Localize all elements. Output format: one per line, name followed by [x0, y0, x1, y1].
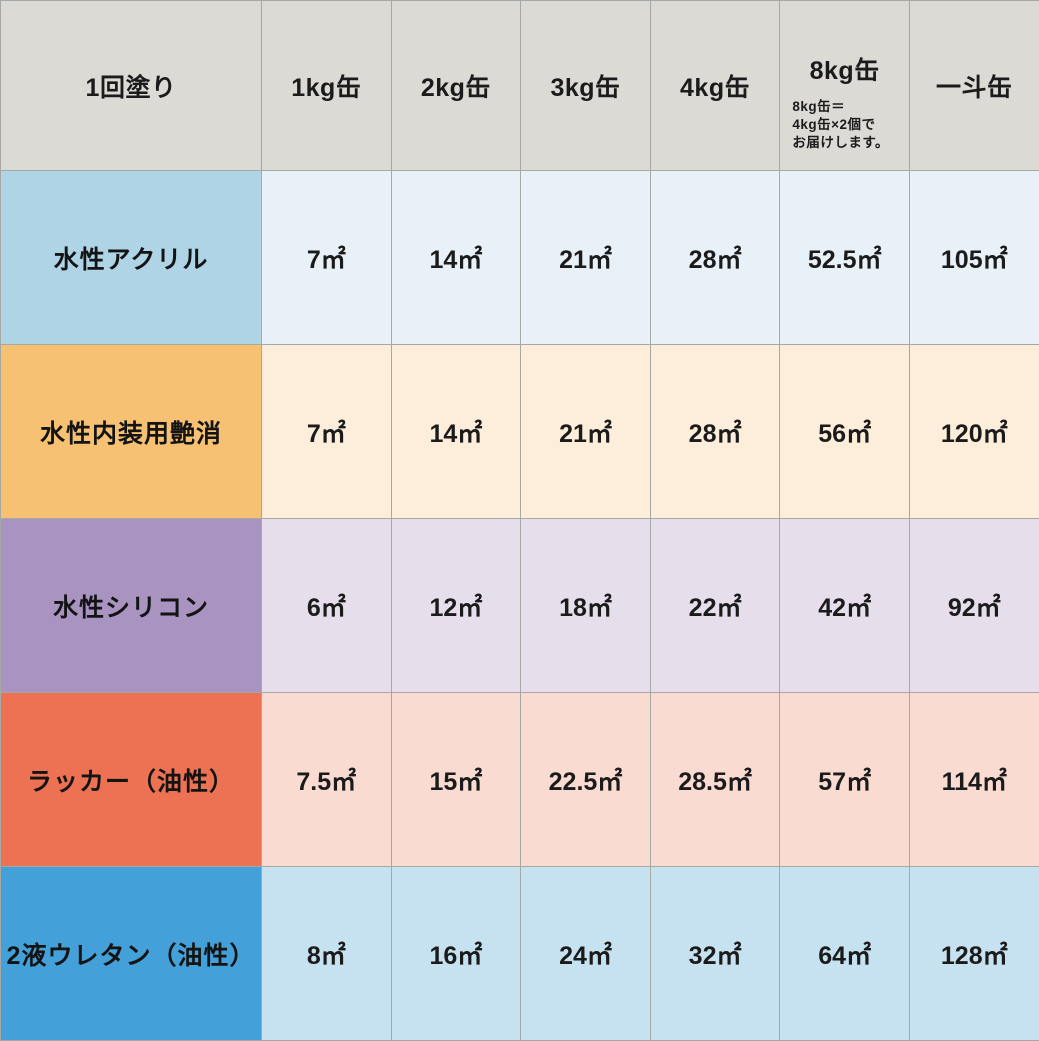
header-cell-3kg: 3kg缶 [521, 1, 651, 171]
cell-value: 28㎡ [689, 240, 742, 276]
cell-value: 28㎡ [689, 414, 742, 450]
cell-naisou-8kg: 56㎡ [780, 345, 910, 519]
row-label-lacquer: ラッカー（油性） [1, 693, 262, 867]
cell-value: 14㎡ [429, 240, 482, 276]
cell-value: 7㎡ [307, 414, 346, 450]
cell-value: 16㎡ [429, 936, 482, 972]
cell-value: 92㎡ [948, 588, 1001, 624]
table-row: 水性内装用艶消 7㎡ 14㎡ 21㎡ 28㎡ 56㎡ 120㎡ [1, 345, 1039, 519]
cell-value: 57㎡ [818, 762, 871, 798]
row-label-acryl: 水性アクリル [1, 171, 262, 345]
header-8kg-note-line1: 8kg缶＝ [792, 98, 889, 116]
cell-value: 7㎡ [307, 240, 346, 276]
cell-value: 28.5㎡ [678, 762, 752, 798]
header-cell-2kg: 2kg缶 [391, 1, 521, 171]
cell-silicon-2kg: 12㎡ [391, 519, 521, 693]
cell-acryl-4kg: 28㎡ [650, 171, 780, 345]
cell-acryl-8kg: 52.5㎡ [780, 171, 910, 345]
cell-lacquer-2kg: 15㎡ [391, 693, 521, 867]
table-header: 1回塗り 1kg缶 2kg缶 3kg缶 4kg缶 8kg缶 8kg缶＝ 4kg缶… [1, 1, 1039, 171]
cell-silicon-3kg: 18㎡ [521, 519, 651, 693]
cell-value: 6㎡ [307, 588, 346, 624]
cell-urethane-4kg: 32㎡ [650, 867, 780, 1041]
cell-urethane-itto: 128㎡ [909, 867, 1039, 1041]
header-8kg-title: 8kg缶 [810, 59, 880, 84]
cell-value: 52.5㎡ [808, 240, 882, 276]
header-row: 1回塗り 1kg缶 2kg缶 3kg缶 4kg缶 8kg缶 8kg缶＝ 4kg缶… [1, 1, 1039, 171]
table-row: ラッカー（油性） 7.5㎡ 15㎡ 22.5㎡ 28.5㎡ 57㎡ 114㎡ [1, 693, 1039, 867]
table-row: 水性シリコン 6㎡ 12㎡ 18㎡ 22㎡ 42㎡ 92㎡ [1, 519, 1039, 693]
header-8kg-stack: 8kg缶 8kg缶＝ 4kg缶×2個で お届けします。 [780, 1, 909, 170]
cell-silicon-itto: 92㎡ [909, 519, 1039, 693]
cell-value: 24㎡ [559, 936, 612, 972]
cell-value: 64㎡ [818, 936, 871, 972]
cell-acryl-itto: 105㎡ [909, 171, 1039, 345]
header-cell-4kg: 4kg缶 [650, 1, 780, 171]
cell-naisou-4kg: 28㎡ [650, 345, 780, 519]
cell-naisou-1kg: 7㎡ [262, 345, 392, 519]
cell-acryl-2kg: 14㎡ [391, 171, 521, 345]
cell-lacquer-3kg: 22.5㎡ [521, 693, 651, 867]
cell-value: 32㎡ [689, 936, 742, 972]
cell-silicon-8kg: 42㎡ [780, 519, 910, 693]
cell-value: 21㎡ [559, 240, 612, 276]
cell-urethane-2kg: 16㎡ [391, 867, 521, 1041]
cell-urethane-8kg: 64㎡ [780, 867, 910, 1041]
cell-value: 42㎡ [818, 588, 871, 624]
table-row: 2液ウレタン（油性） 8㎡ 16㎡ 24㎡ 32㎡ 64㎡ 128㎡ [1, 867, 1039, 1041]
cell-acryl-3kg: 21㎡ [521, 171, 651, 345]
header-8kg-note-line2: 4kg缶×2個で [792, 116, 889, 134]
cell-value: 21㎡ [559, 414, 612, 450]
header-cell-itto: 一斗缶 [909, 1, 1039, 171]
cell-value: 128㎡ [941, 936, 1008, 972]
cell-value: 12㎡ [429, 588, 482, 624]
cell-value: 14㎡ [429, 414, 482, 450]
header-8kg-note: 8kg缶＝ 4kg缶×2個で お届けします。 [780, 98, 889, 153]
cell-silicon-4kg: 22㎡ [650, 519, 780, 693]
table-body: 水性アクリル 7㎡ 14㎡ 21㎡ 28㎡ 52.5㎡ 105㎡ 水性内装用艶消… [1, 171, 1039, 1041]
cell-naisou-itto: 120㎡ [909, 345, 1039, 519]
cell-value: 7.5㎡ [296, 762, 356, 798]
row-label-urethane: 2液ウレタン（油性） [1, 867, 262, 1041]
cell-silicon-1kg: 6㎡ [262, 519, 392, 693]
cell-lacquer-itto: 114㎡ [909, 693, 1039, 867]
cell-value: 18㎡ [559, 588, 612, 624]
header-cell-1kg: 1kg缶 [262, 1, 392, 171]
cell-acryl-1kg: 7㎡ [262, 171, 392, 345]
header-cell-coats: 1回塗り [1, 1, 262, 171]
table-row: 水性アクリル 7㎡ 14㎡ 21㎡ 28㎡ 52.5㎡ 105㎡ [1, 171, 1039, 345]
cell-value: 105㎡ [941, 240, 1008, 276]
cell-value: 8㎡ [307, 936, 346, 972]
row-label-silicon: 水性シリコン [1, 519, 262, 693]
row-label-naisou: 水性内装用艶消 [1, 345, 262, 519]
header-cell-8kg: 8kg缶 8kg缶＝ 4kg缶×2個で お届けします。 [780, 1, 910, 171]
cell-value: 114㎡ [942, 762, 1007, 798]
cell-urethane-1kg: 8㎡ [262, 867, 392, 1041]
cell-naisou-2kg: 14㎡ [391, 345, 521, 519]
cell-lacquer-1kg: 7.5㎡ [262, 693, 392, 867]
cell-value: 56㎡ [818, 414, 871, 450]
cell-value: 22.5㎡ [549, 762, 623, 798]
cell-value: 120㎡ [941, 414, 1008, 450]
cell-value: 22㎡ [689, 588, 742, 624]
cell-naisou-3kg: 21㎡ [521, 345, 651, 519]
cell-lacquer-8kg: 57㎡ [780, 693, 910, 867]
header-8kg-note-line3: お届けします。 [792, 134, 889, 152]
cell-lacquer-4kg: 28.5㎡ [650, 693, 780, 867]
cell-urethane-3kg: 24㎡ [521, 867, 651, 1041]
cell-value: 15㎡ [429, 762, 482, 798]
